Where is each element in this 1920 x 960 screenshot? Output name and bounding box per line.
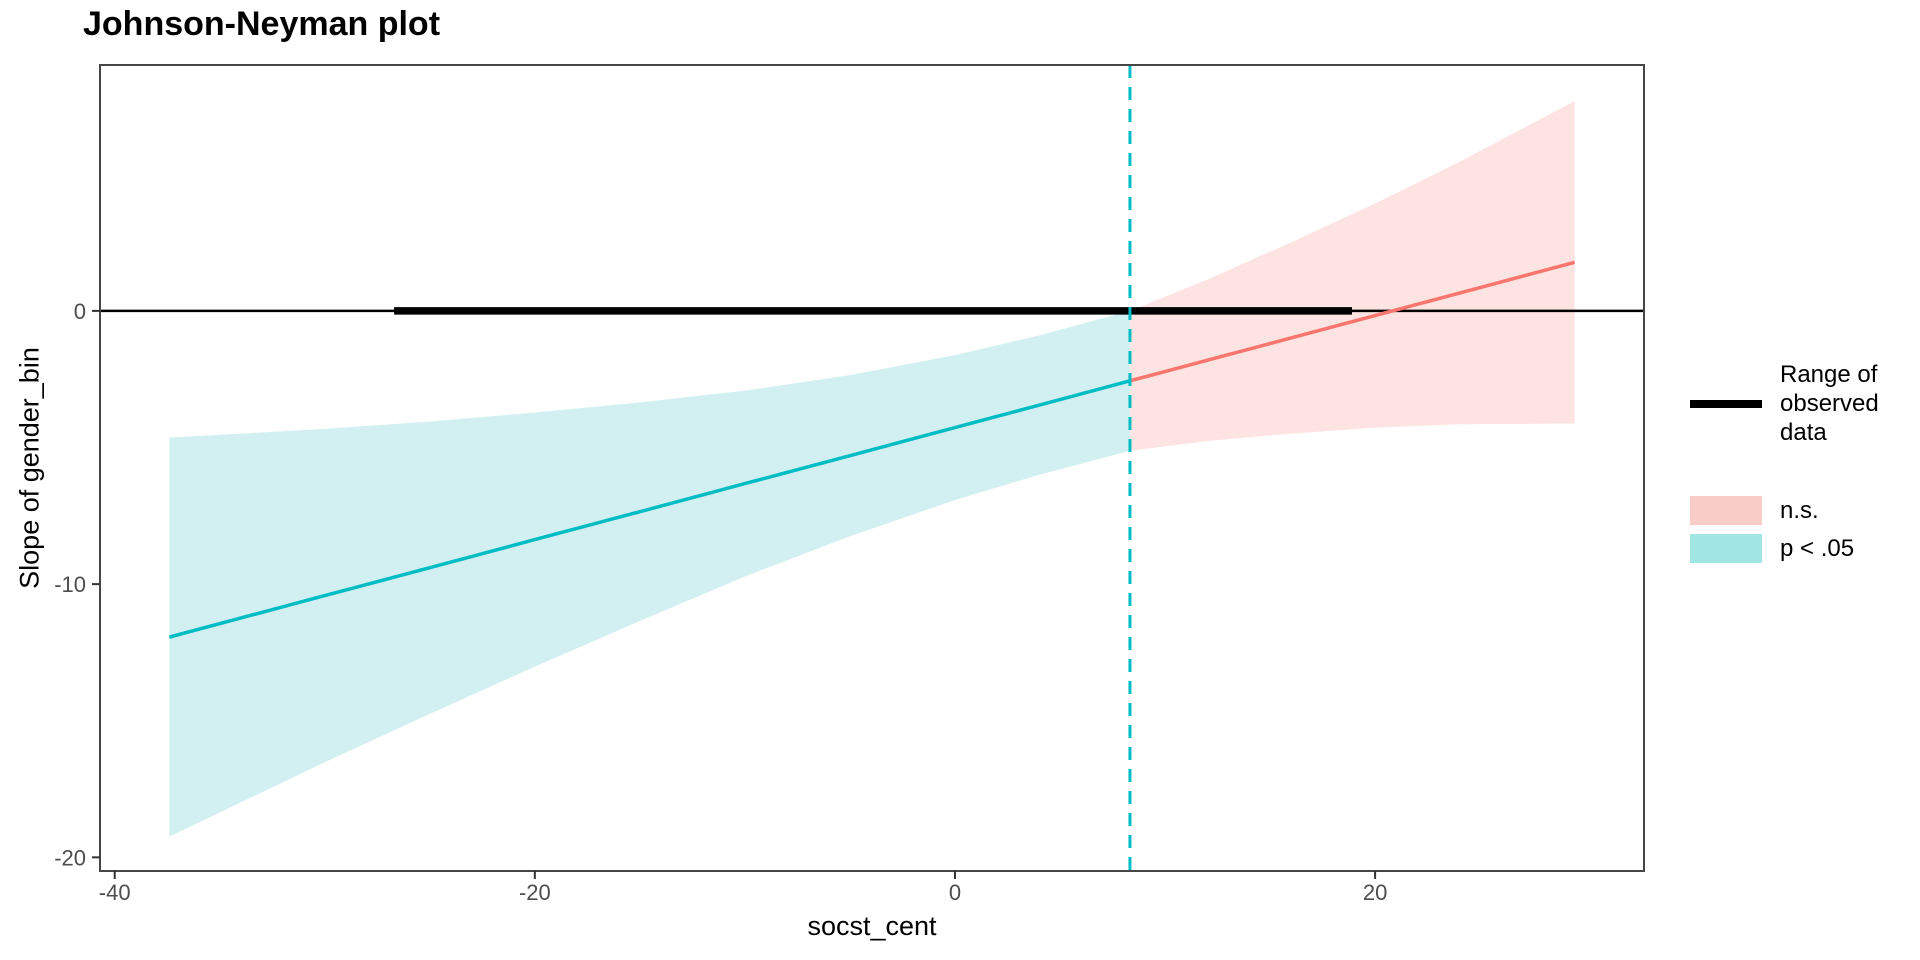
- y-axis-title: Slope of gender_bin: [14, 347, 45, 589]
- x-tick-label: 0: [949, 880, 961, 905]
- slope-line-ns: [1129, 260, 1576, 383]
- x-tick-label: -20: [519, 880, 551, 905]
- panel-border: [99, 64, 1645, 872]
- ns-swatch-icon: [1690, 496, 1762, 525]
- slope-line-sig: [168, 379, 1131, 639]
- plot-title: Johnson-Neyman plot: [83, 5, 441, 43]
- legend-label-ns: n.s.: [1780, 497, 1819, 524]
- x-tick-label: -40: [99, 880, 131, 905]
- legend-item-observed-range: Range of observed data: [1690, 360, 1910, 447]
- legend-label-observed-range: Range of observed data: [1780, 361, 1879, 446]
- sig-swatch-icon: [1690, 534, 1762, 563]
- y-tick-label: 0: [74, 299, 86, 324]
- legend-label-sig: p < .05: [1780, 535, 1855, 562]
- ci-ribbon-sig: [169, 310, 1130, 837]
- legend-item-sig: p < .05: [1690, 534, 1910, 563]
- ci-ribbon-ns: [1129, 101, 1575, 451]
- observed-range-key-icon: [1690, 399, 1762, 408]
- y-tick-label: -20: [54, 845, 86, 870]
- legend-item-ns: n.s.: [1690, 496, 1910, 525]
- x-axis-title: socst_cent: [807, 911, 937, 941]
- y-tick-label: -10: [54, 572, 86, 597]
- x-tick-label: 20: [1363, 880, 1387, 905]
